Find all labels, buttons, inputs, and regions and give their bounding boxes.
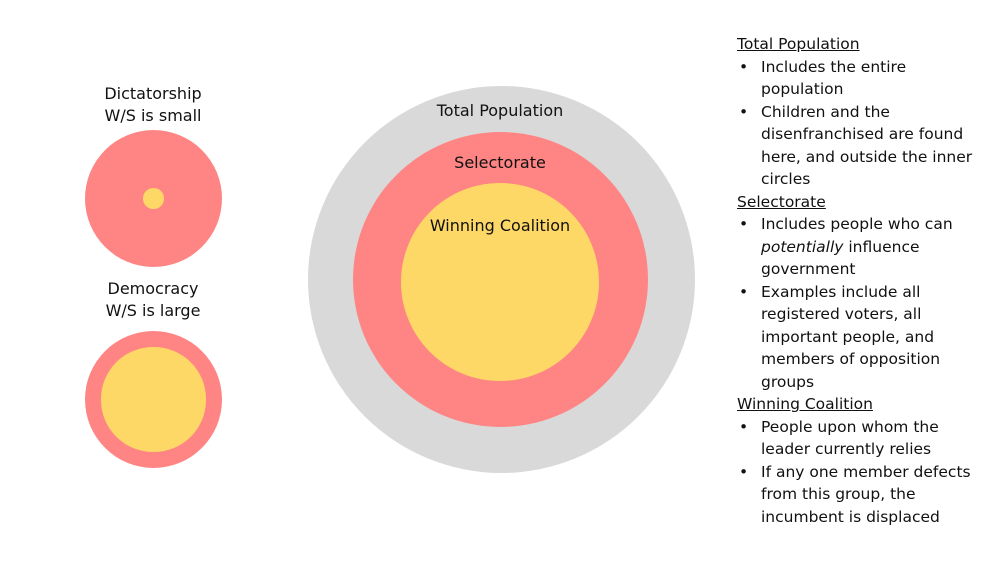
winning-coalition-circle [401,183,599,381]
dictatorship-ratio-label: W/S is small [104,106,202,125]
democracy-coalition-circle [101,347,206,452]
dictatorship-coalition-circle [143,188,164,209]
total-population-label: Total Population [436,101,564,120]
definitions-panel: Total Population Includes the entire pop… [737,33,987,528]
democracy-ratio-label: W/S is large [105,301,201,320]
emphasis-potentially: potentially [761,237,844,256]
notes-bullet-potential: Includes people who can potentially infl… [737,213,987,281]
notes-list-winning-coalition: People upon whom the leader currently re… [737,416,987,529]
notes-heading-selectorate: Selectorate [737,192,826,211]
notes-list-selectorate: Includes people who can potentially infl… [737,213,987,393]
notes-bullet: If any one member defects from this grou… [737,461,987,529]
notes-list-total-population: Includes the entire population Children … [737,56,987,191]
democracy-label: Democracy [107,279,199,298]
notes-bullet: Includes the entire population [737,56,987,101]
notes-heading-winning-coalition: Winning Coalition [737,395,873,413]
notes-bullet: Children and the disenfranchised are fou… [737,101,987,191]
notes-heading-total-population: Total Population [737,35,860,53]
democracy-title: Democracy W/S is large [63,278,243,322]
dictatorship-label: Dictatorship [104,84,202,103]
notes-bullet: People upon whom the leader currently re… [737,416,987,461]
winning-coalition-label: Winning Coalition [429,216,571,235]
dictatorship-title: Dictatorship W/S is small [63,83,243,127]
notes-bullet: Examples include all registered voters, … [737,281,987,394]
selectorate-label: Selectorate [454,153,546,172]
